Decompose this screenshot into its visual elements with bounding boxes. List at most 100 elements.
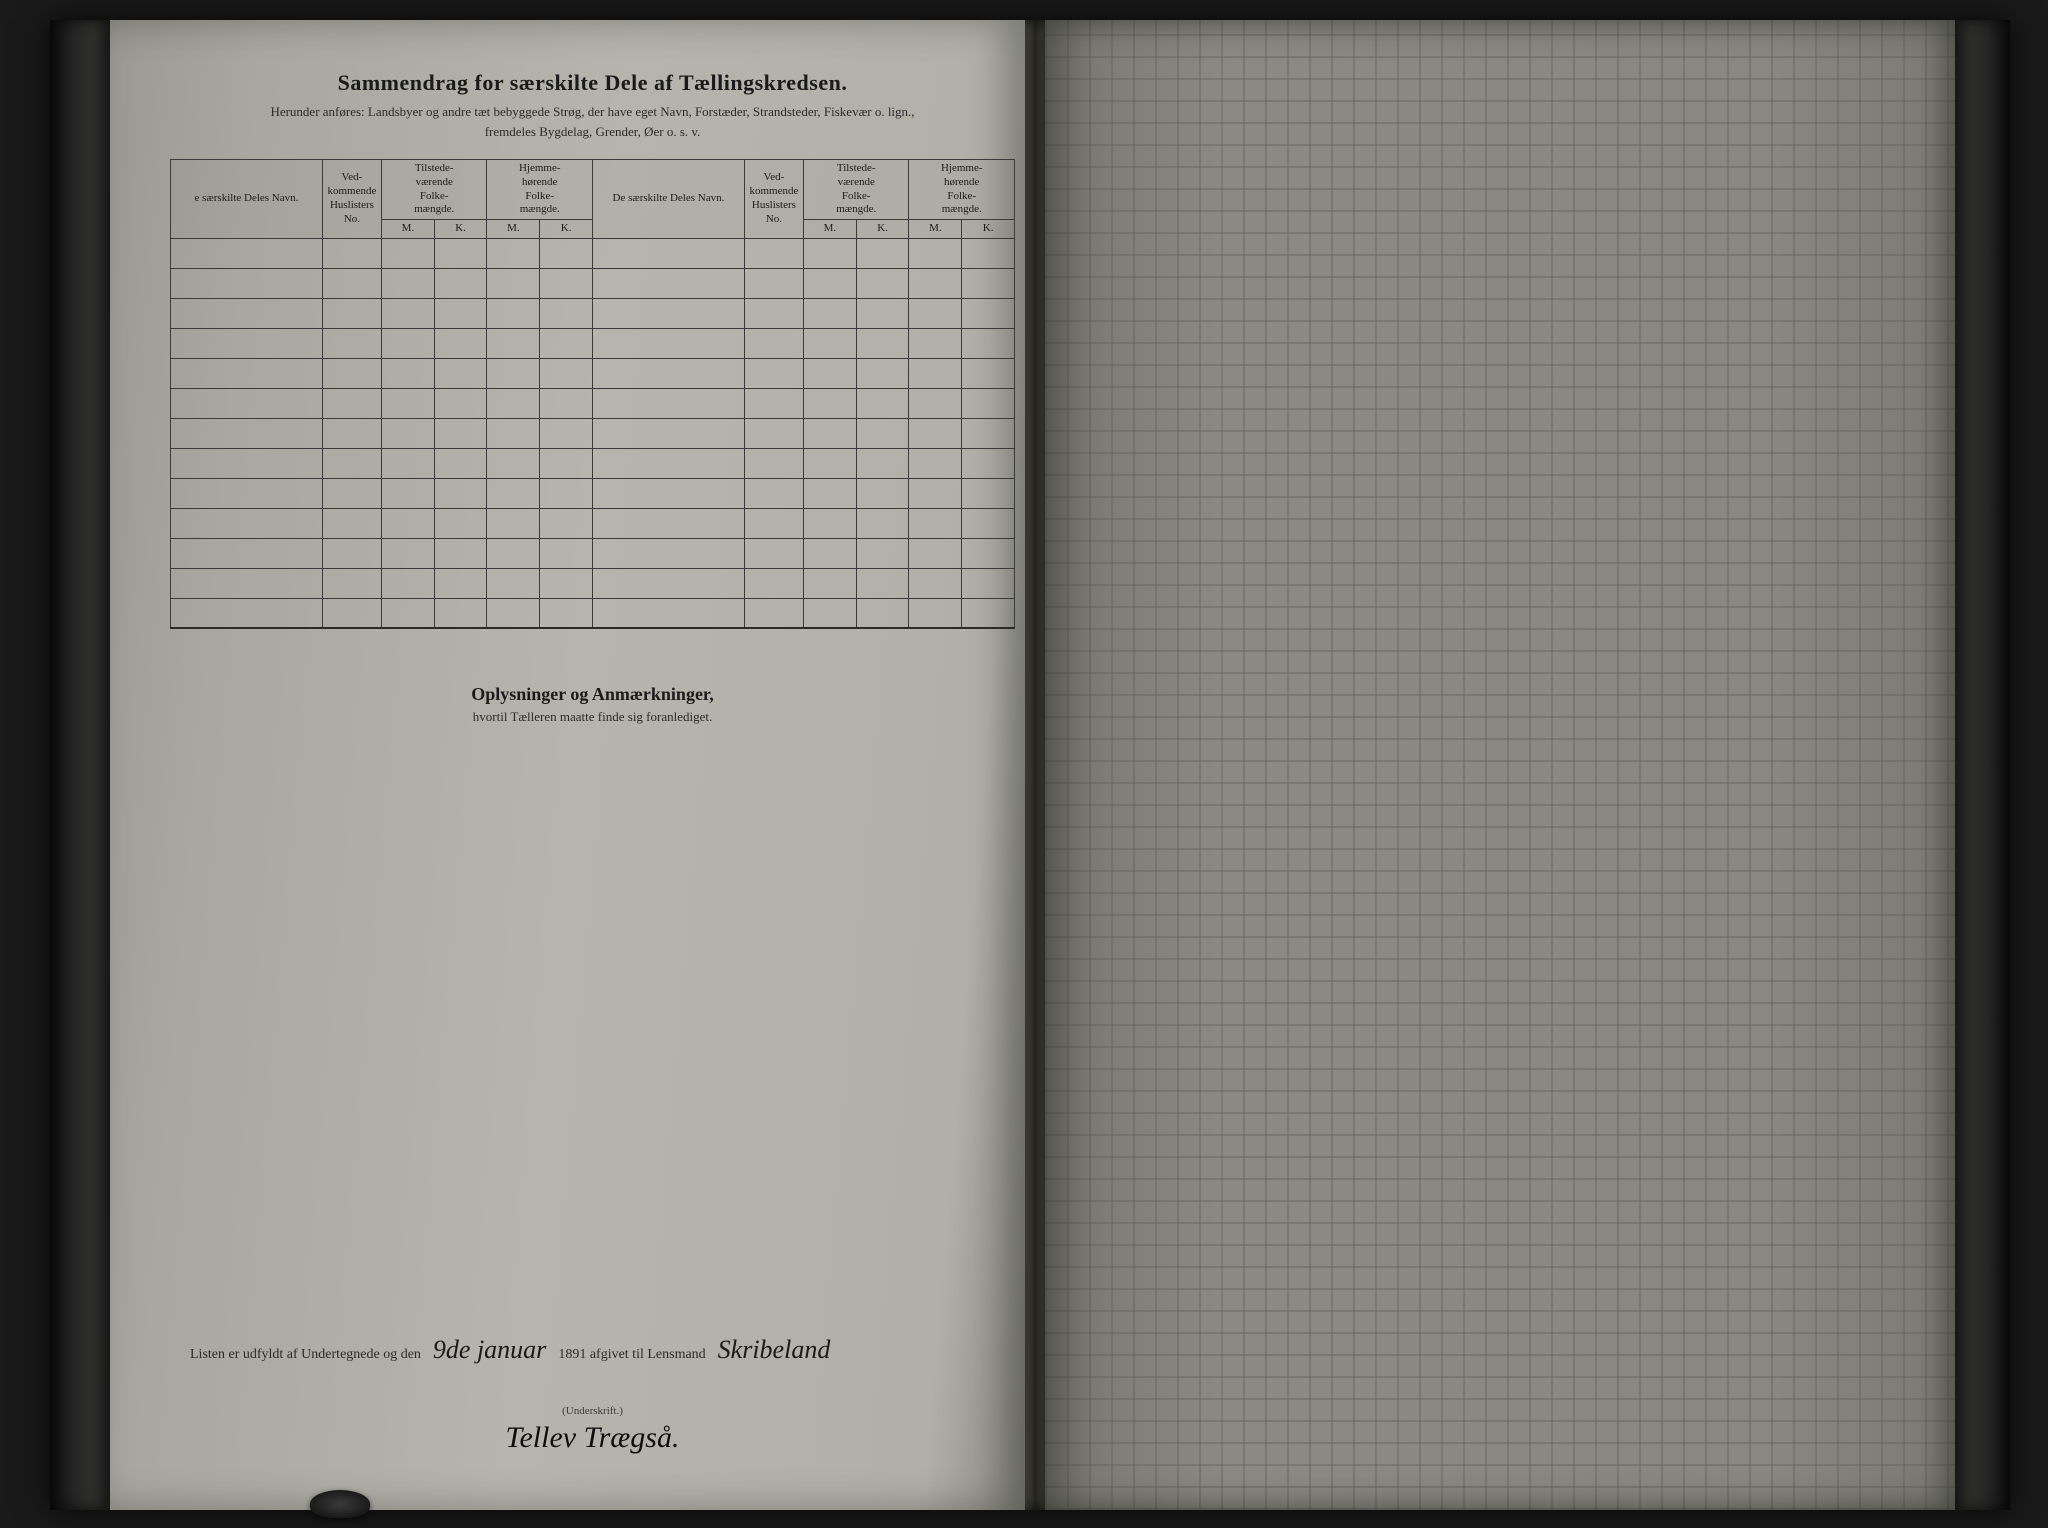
table-cell — [434, 508, 487, 538]
table-cell — [592, 448, 744, 478]
table-cell — [322, 418, 381, 448]
table-row — [171, 418, 1015, 448]
table-cell — [487, 358, 540, 388]
left-page: Sammendrag for særskilte Dele af Tælling… — [110, 20, 1025, 1510]
table-cell — [592, 568, 744, 598]
col-m: M. — [909, 220, 962, 239]
table-cell — [744, 508, 803, 538]
footer-section: Listen er udfyldt af Undertegnede og den… — [190, 1335, 995, 1455]
table-cell — [962, 418, 1015, 448]
table-cell — [487, 448, 540, 478]
table-row — [171, 508, 1015, 538]
table-cell — [171, 388, 323, 418]
table-cell — [381, 568, 434, 598]
table-cell — [171, 568, 323, 598]
table-cell — [487, 238, 540, 268]
table-cell — [171, 418, 323, 448]
table-cell — [592, 328, 744, 358]
footer-date-handwritten: 9de januar — [429, 1335, 550, 1365]
table-cell — [909, 508, 962, 538]
table-cell — [322, 448, 381, 478]
table-cell — [171, 268, 323, 298]
table-cell — [744, 268, 803, 298]
table-row — [171, 238, 1015, 268]
footer-line: Listen er udfyldt af Undertegnede og den… — [190, 1335, 995, 1365]
table-cell — [803, 478, 856, 508]
table-cell — [540, 238, 593, 268]
table-cell — [909, 238, 962, 268]
table-cell — [171, 538, 323, 568]
table-cell — [803, 598, 856, 628]
table-cell — [434, 358, 487, 388]
table-cell — [744, 448, 803, 478]
table-cell — [856, 568, 909, 598]
table-cell — [540, 568, 593, 598]
binding-clip — [310, 1490, 370, 1518]
col-vedkommende-1: Ved- kommende Huslisters No. — [322, 160, 381, 239]
signature-handwritten: Tellev Trægså. — [190, 1421, 995, 1455]
table-cell — [803, 508, 856, 538]
table-cell — [803, 448, 856, 478]
table-cell — [803, 298, 856, 328]
table-cell — [744, 568, 803, 598]
table-cell — [592, 268, 744, 298]
table-cell — [909, 538, 962, 568]
table-cell — [434, 238, 487, 268]
table-cell — [322, 238, 381, 268]
table-cell — [909, 568, 962, 598]
table-cell — [962, 478, 1015, 508]
table-cell — [856, 598, 909, 628]
table-cell — [962, 448, 1015, 478]
table-row — [171, 598, 1015, 628]
table-cell — [322, 358, 381, 388]
table-cell — [856, 328, 909, 358]
table-cell — [744, 598, 803, 628]
table-cell — [909, 328, 962, 358]
subtitle-line2: fremdeles Bygdelag, Grender, Øer o. s. v… — [485, 124, 701, 139]
page-subtitle: Herunder anføres: Landsbyer og andre tæt… — [170, 102, 1015, 141]
table-cell — [434, 568, 487, 598]
footer-lensmand-handwritten: Skribeland — [714, 1335, 835, 1365]
col-name-1: e særskilte Deles Navn. — [171, 160, 323, 239]
table-cell — [856, 448, 909, 478]
table-cell — [909, 388, 962, 418]
table-cell — [487, 508, 540, 538]
table-head: e særskilte Deles Navn. Ved- kommende Hu… — [171, 160, 1015, 239]
table-cell — [171, 448, 323, 478]
table-cell — [171, 298, 323, 328]
table-cell — [540, 448, 593, 478]
table-row — [171, 388, 1015, 418]
table-cell — [322, 328, 381, 358]
table-cell — [171, 478, 323, 508]
table-cell — [381, 418, 434, 448]
table-cell — [381, 448, 434, 478]
table-cell — [381, 238, 434, 268]
table-cell — [487, 478, 540, 508]
table-cell — [592, 358, 744, 388]
table-cell — [381, 478, 434, 508]
signature-area: (Underskrift.) Tellev Trægså. — [190, 1405, 995, 1455]
table-cell — [592, 418, 744, 448]
table-body — [171, 238, 1015, 628]
table-cell — [322, 478, 381, 508]
table-cell — [856, 538, 909, 568]
table-row — [171, 328, 1015, 358]
table-cell — [322, 598, 381, 628]
col-name-2: De særskilte Deles Navn. — [592, 160, 744, 239]
remarks-section: Oplysninger og Anmærkninger, hvortil Tæl… — [170, 684, 1015, 725]
table-cell — [909, 268, 962, 298]
table-cell — [434, 388, 487, 418]
table-cell — [540, 328, 593, 358]
table-cell — [803, 328, 856, 358]
table-cell — [381, 538, 434, 568]
table-cell — [962, 598, 1015, 628]
table-cell — [962, 268, 1015, 298]
table-cell — [487, 598, 540, 628]
table-row — [171, 298, 1015, 328]
binding-right — [1955, 20, 2010, 1510]
table-cell — [487, 268, 540, 298]
table-cell — [856, 478, 909, 508]
table-cell — [803, 238, 856, 268]
table-cell — [487, 328, 540, 358]
table-cell — [909, 478, 962, 508]
